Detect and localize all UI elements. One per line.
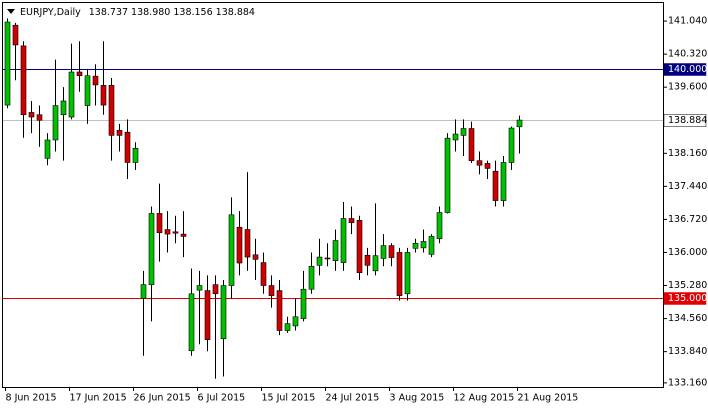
candle-body xyxy=(476,160,483,166)
candle-body xyxy=(236,226,243,264)
candle-body xyxy=(500,162,507,201)
candle-body xyxy=(516,119,523,128)
candle-body xyxy=(484,163,491,169)
candle-body xyxy=(252,254,259,260)
candle-body xyxy=(148,213,155,285)
chart-header: EURJPY,Daily 138.737 138.980 138.156 138.… xyxy=(20,7,255,18)
candle-body xyxy=(428,236,435,255)
candle-body xyxy=(76,71,83,77)
y-tick-label: 136.720 xyxy=(668,214,707,225)
level-label-box xyxy=(663,63,707,76)
candle-body xyxy=(300,288,307,319)
candle-body xyxy=(308,265,315,290)
y-tick-label: 137.440 xyxy=(668,181,707,192)
chart-title: EURJPY,Daily xyxy=(20,7,81,18)
x-tick-label: 12 Aug 2015 xyxy=(454,393,515,404)
x-tick-label: 21 Aug 2015 xyxy=(518,393,579,404)
candle-body xyxy=(140,284,147,299)
chart-ohlc: 138.737 138.980 138.156 138.884 xyxy=(89,7,255,18)
candle-body xyxy=(52,105,59,141)
x-tick-label: 15 Jul 2015 xyxy=(262,393,316,404)
candle-body xyxy=(348,218,355,223)
y-tick-label: 133.840 xyxy=(668,346,707,357)
candle-body xyxy=(220,285,227,340)
candle-body xyxy=(380,245,387,259)
candle-body xyxy=(204,290,211,341)
x-tick-label: 26 Jun 2015 xyxy=(134,393,191,404)
candle-body xyxy=(292,316,299,327)
candle-body xyxy=(188,293,195,352)
y-tick-label: 136.000 xyxy=(668,247,707,258)
candle-body xyxy=(276,290,283,331)
x-tick-label: 6 Jul 2015 xyxy=(198,393,246,404)
candle-body xyxy=(468,128,475,161)
candle-body xyxy=(84,75,91,106)
level-label: 140.000 xyxy=(668,64,707,75)
candle-body xyxy=(12,24,19,46)
candle-body xyxy=(492,170,499,201)
candle-body xyxy=(388,245,395,258)
candle-body xyxy=(164,229,171,235)
candle-body xyxy=(340,218,347,263)
candle-body xyxy=(228,214,235,286)
candle-body xyxy=(68,71,75,118)
y-tick-label: 141.040 xyxy=(668,16,707,27)
candle-body xyxy=(412,242,419,249)
candle-body xyxy=(332,240,339,262)
candle-body xyxy=(196,285,203,291)
y-tick-label: 133.160 xyxy=(668,377,707,388)
candle-body xyxy=(244,229,251,258)
candle-body xyxy=(132,147,139,163)
x-tick-label: 24 Jul 2015 xyxy=(326,393,380,404)
candle-body xyxy=(268,285,275,296)
candle-body xyxy=(44,139,51,159)
candle-body xyxy=(452,133,459,141)
plot-frame xyxy=(2,2,664,388)
y-tick-label: 139.600 xyxy=(668,82,707,93)
x-tick-label: 17 Jun 2015 xyxy=(70,393,127,404)
candle-body xyxy=(60,100,67,116)
candle-body xyxy=(4,21,11,106)
level-label-box xyxy=(663,114,707,127)
candle-body xyxy=(356,220,363,273)
level-label: 135.000 xyxy=(668,293,707,304)
y-tick-label: 140.320 xyxy=(668,49,707,60)
candle-body xyxy=(404,252,411,295)
candle-body xyxy=(28,112,35,118)
candle-body xyxy=(316,256,323,266)
candle-body xyxy=(156,213,163,234)
candle-body xyxy=(108,85,115,136)
x-tick-label: 8 Jun 2015 xyxy=(6,393,57,404)
candle-body xyxy=(324,257,331,260)
candle-body xyxy=(212,284,219,295)
x-tick-label: 3 Aug 2015 xyxy=(390,393,445,404)
candle-body xyxy=(124,131,131,163)
y-tick-label: 135.280 xyxy=(668,280,707,291)
candle-body xyxy=(180,233,187,237)
level-label-box xyxy=(663,292,707,305)
candle-body xyxy=(172,231,179,234)
level-label: 138.884 xyxy=(668,115,707,126)
candle-body xyxy=(100,85,107,106)
candle-body xyxy=(372,255,379,272)
candle-body xyxy=(444,137,451,213)
candle-body xyxy=(460,128,467,136)
candle-body xyxy=(508,127,515,163)
candle-body xyxy=(396,252,403,296)
candle-body xyxy=(36,114,43,121)
candle-body xyxy=(116,130,123,136)
y-tick-label: 134.560 xyxy=(668,313,707,324)
candle-body xyxy=(436,212,443,239)
candle-body xyxy=(364,254,371,266)
menu-triangle[interactable] xyxy=(7,9,15,14)
candle-body xyxy=(420,241,427,249)
candle-body xyxy=(20,45,27,116)
candle-body xyxy=(260,262,267,286)
candle-body xyxy=(92,75,99,86)
candle-body xyxy=(284,323,291,331)
y-tick-label: 138.160 xyxy=(668,148,707,159)
